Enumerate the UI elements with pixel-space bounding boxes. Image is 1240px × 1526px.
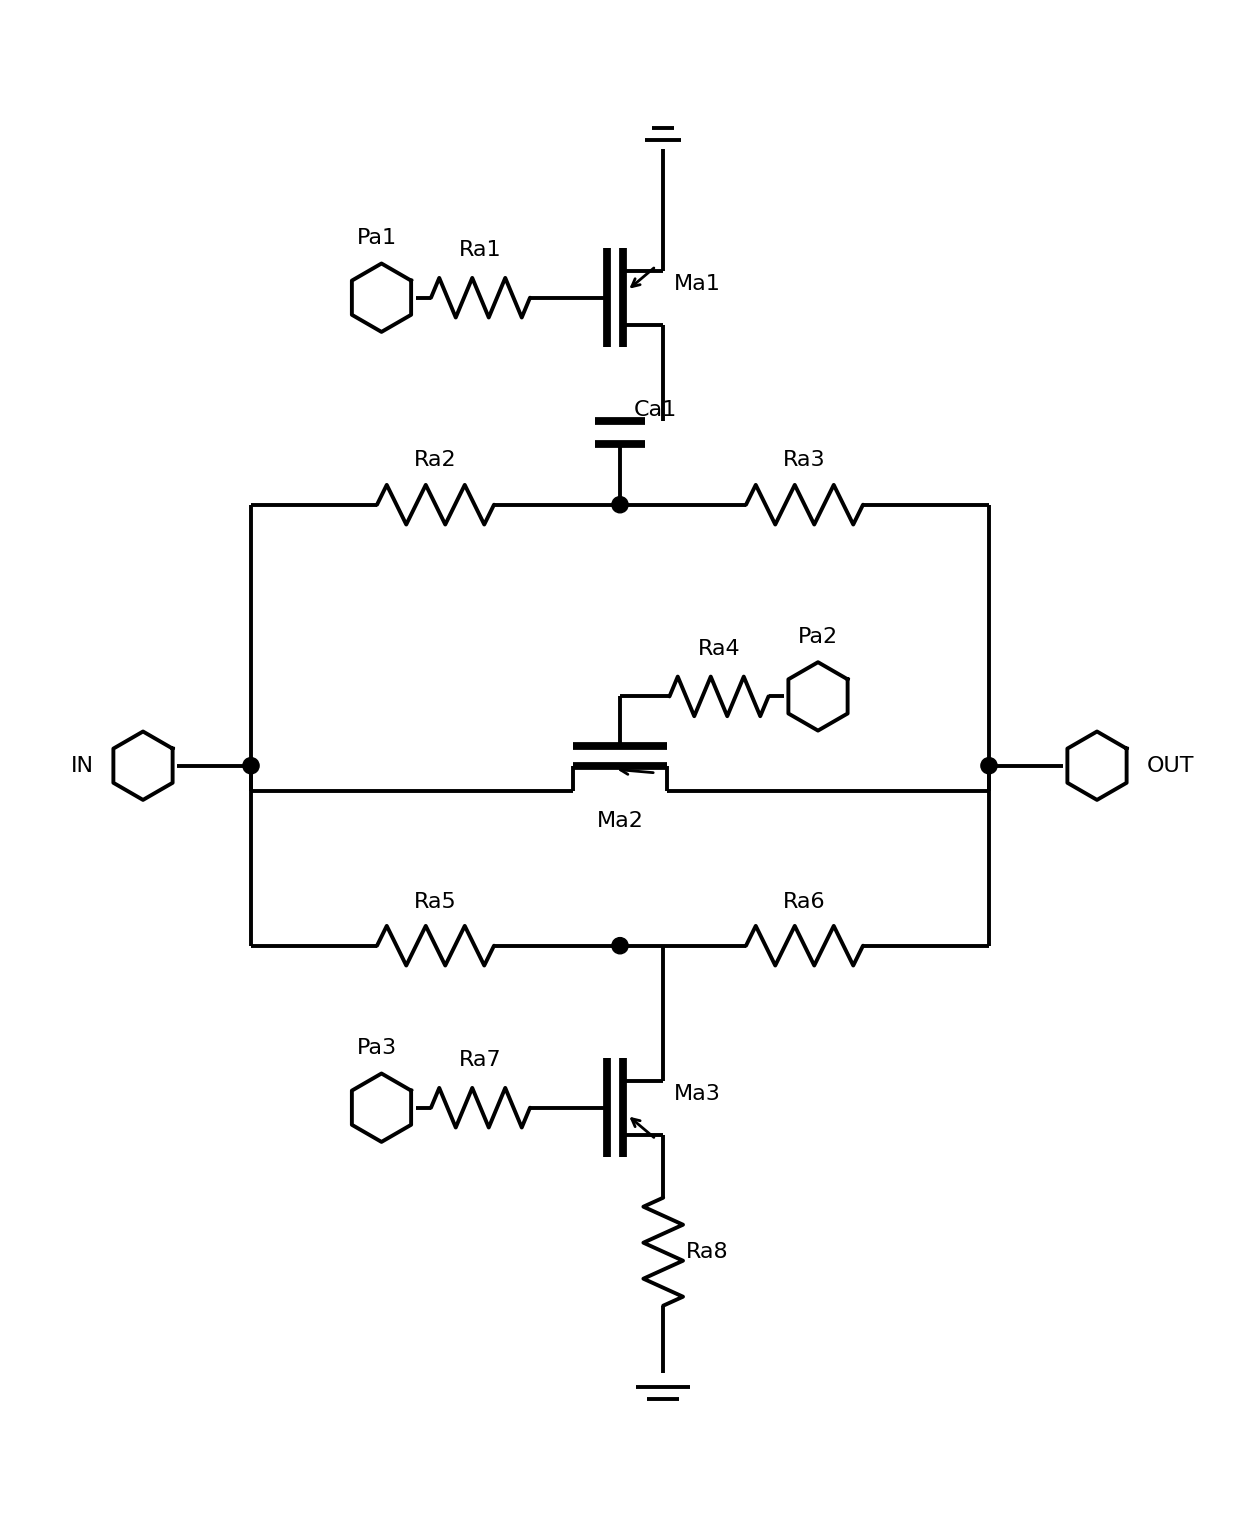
Text: Ra6: Ra6: [784, 891, 826, 911]
Circle shape: [243, 757, 259, 774]
Text: Ma2: Ma2: [596, 810, 644, 830]
Text: Ca1: Ca1: [634, 400, 677, 420]
Text: OUT: OUT: [1147, 755, 1194, 775]
Text: Ra1: Ra1: [459, 240, 502, 259]
Text: Ra2: Ra2: [414, 450, 456, 470]
Circle shape: [611, 937, 629, 954]
Text: Ra5: Ra5: [414, 891, 456, 911]
Text: IN: IN: [71, 755, 93, 775]
Text: Ma1: Ma1: [675, 275, 720, 295]
Text: Ra4: Ra4: [698, 638, 740, 659]
Text: Ma3: Ma3: [675, 1083, 720, 1105]
Text: Ra7: Ra7: [459, 1050, 502, 1070]
Text: Pa1: Pa1: [357, 229, 397, 249]
Text: Ra3: Ra3: [784, 450, 826, 470]
Circle shape: [981, 757, 997, 774]
Text: Ra8: Ra8: [686, 1242, 728, 1262]
Circle shape: [611, 496, 629, 513]
Text: Pa3: Pa3: [357, 1038, 397, 1058]
Text: Pa2: Pa2: [797, 627, 838, 647]
